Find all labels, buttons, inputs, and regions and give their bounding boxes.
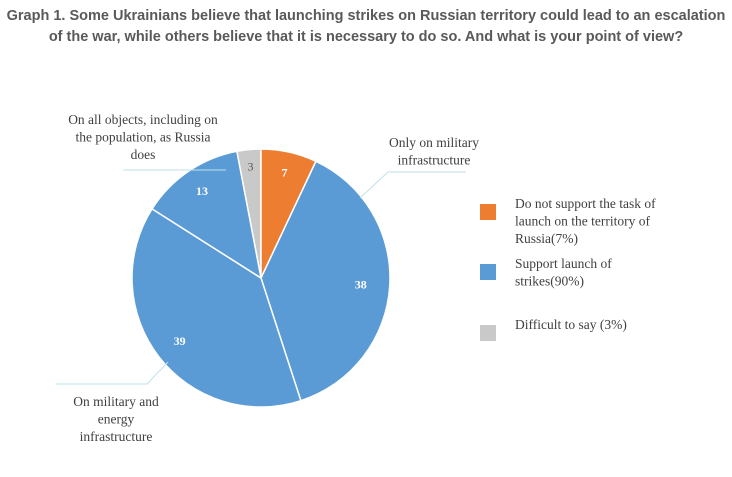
legend-label-0: launch on the territory of [515,214,650,229]
slice-category-label: Only on military [389,135,479,150]
pie-slice-3 [131,207,302,408]
slice-category-label: On all objects, including on [68,112,218,127]
legend-label-1: Support launch of [515,256,612,271]
legend-swatch-2 [480,325,496,341]
slice-category-label: infrastructure [80,429,153,444]
legend-label-1: strikes(90%) [515,274,584,289]
legend-label-0: Russia(7%) [515,231,578,246]
pie-slice-4 [151,150,263,280]
pie-value-label-2: 38 [355,277,367,291]
legend-label-2: Difficult to say (3%) [515,317,627,332]
chart-title: Graph 1. Some Ukrainians believe that la… [6,8,726,45]
pie-value-label-4: 13 [196,184,208,198]
pie-value-label-1: 7 [282,166,288,180]
leader-line-0 [359,171,466,199]
slice-category-label: the population, as Russia [76,130,211,145]
slice-category-label: does [131,147,156,162]
pie-value-label-3: 39 [174,334,186,348]
pie-slice-2 [260,160,391,402]
legend-swatch-0 [480,204,496,220]
leader-line-2 [56,361,169,385]
legend-label-0: Do not support the task of [515,196,656,211]
legend-swatch-1 [480,264,496,280]
slice-category-label: infrastructure [398,153,471,168]
slice-category-label: On military and [73,394,159,409]
pie-value-label-0: 3 [247,159,253,173]
slice-category-label: energy [98,412,135,427]
